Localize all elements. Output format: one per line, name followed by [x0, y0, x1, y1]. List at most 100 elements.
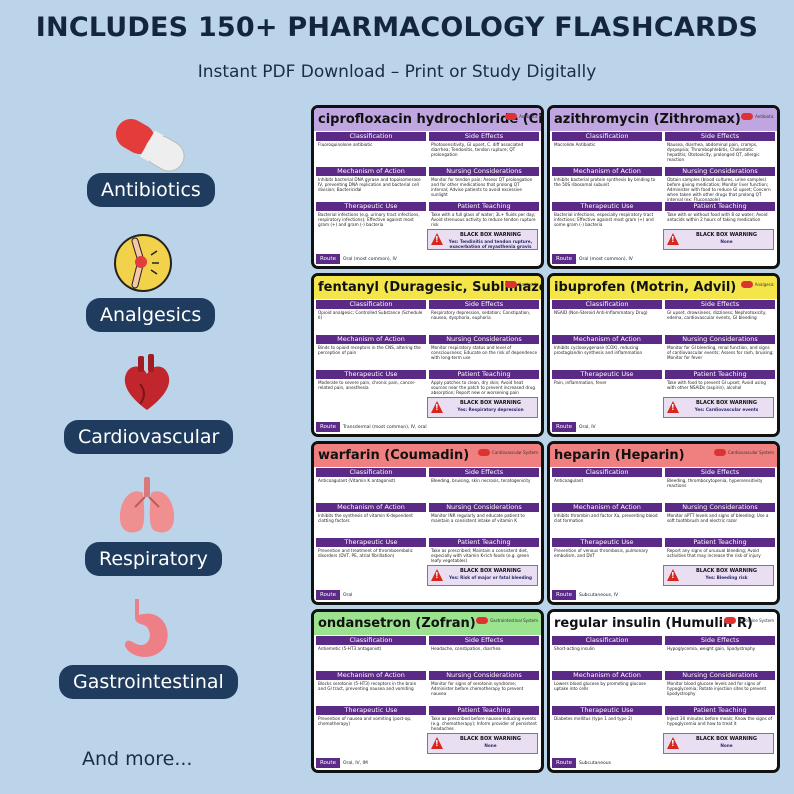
- card-category-tag: Analgesic: [740, 281, 774, 288]
- section-nursing: Nursing Considerations Monitor for GI ble…: [665, 334, 775, 369]
- flashcard[interactable]: ibuprofen (Motrin, Advil) Analgesic Classi…: [547, 273, 780, 437]
- section-text: Inhibits the synthesis of vitamin K-depe…: [318, 513, 413, 523]
- warning-icon: [667, 401, 679, 413]
- route-label: Route: [316, 254, 340, 264]
- section-text: Bleeding, thrombocytopenia, hypersensiti…: [667, 478, 763, 488]
- black-box-value: Yes: Risk of major or fatal bleeding: [449, 575, 532, 580]
- section-classification: Classification NSAID (Non-Steroid Anti-In…: [552, 299, 662, 334]
- section-nursing: Nursing Considerations Obtain samples (bl…: [665, 166, 775, 201]
- section-therapeutic: Therapeutic Use Prevention and treatment …: [316, 537, 426, 572]
- card-category-tag: Antibiotic: [741, 113, 774, 120]
- section-heading: Patient Teaching: [429, 706, 539, 715]
- section-heading: Classification: [316, 132, 426, 141]
- section-text: Bacterial infections (e.g. urinary tract…: [318, 212, 420, 227]
- section-heading: Therapeutic Use: [316, 538, 426, 547]
- category-tag-text: Gastrointestinal System: [490, 618, 538, 623]
- flashcard[interactable]: warfarin (Coumadin) Cardiovascular System…: [311, 441, 544, 605]
- flashcard[interactable]: azithromycin (Zithromax) Antibiotic Classi…: [547, 105, 780, 269]
- section-heading: Nursing Considerations: [665, 167, 775, 176]
- category-tag-icon: [504, 281, 517, 288]
- section-heading: Nursing Considerations: [429, 503, 539, 512]
- route-value: Oral (most common), IV: [342, 256, 397, 262]
- section-nursing: Nursing Considerations Monitor for signs …: [429, 670, 539, 705]
- card-category-tag: Cardiovascular System: [478, 449, 538, 456]
- card-category-tag: Gastrointestinal System: [476, 617, 538, 624]
- route-value: Oral: [342, 592, 353, 598]
- section-text: Monitor respiratory status and level of …: [431, 345, 538, 360]
- card-sections: Classification Opioid analgesic; Controll…: [314, 299, 541, 404]
- black-box-value: None: [720, 743, 733, 748]
- category-tag-text: Endocrine System: [737, 618, 774, 623]
- section-heading: Nursing Considerations: [429, 335, 539, 344]
- section-heading: Patient Teaching: [665, 538, 775, 547]
- section-mechanism: Mechanism of Action Inhibits bacterial DN…: [316, 166, 426, 201]
- section-heading: Side Effects: [429, 636, 539, 645]
- section-nursing: Nursing Considerations Monitor INR regula…: [429, 502, 539, 537]
- route-label: Route: [552, 758, 576, 768]
- category-tag-text: Antibiotic: [519, 114, 538, 119]
- warning-icon: [431, 233, 443, 245]
- card-title-bar: heparin (Heparin) Cardiovascular System: [550, 444, 777, 467]
- section-heading: Therapeutic Use: [552, 538, 662, 547]
- warning-icon: [431, 569, 443, 581]
- flashcard[interactable]: fentanyl (Duragesic, Sublimaze) Analgesic…: [311, 273, 544, 437]
- section-text: Obtain samples (blood cultures, urine sa…: [667, 177, 771, 201]
- section-text: Take with a full glass of water; 3L+ flu…: [431, 212, 536, 227]
- section-therapeutic: Therapeutic Use Moderate to severe pain, …: [316, 369, 426, 404]
- section-classification: Classification Opioid analgesic; Controll…: [316, 299, 426, 334]
- card-drug-name: ciprofloxacin hydrochloride (Cipro): [318, 112, 543, 127]
- black-box-title: BLACK BOX WARNING: [696, 232, 757, 238]
- section-text: Inhibits bacterial DNA gyrase and topois…: [318, 177, 421, 192]
- section-heading: Nursing Considerations: [429, 167, 539, 176]
- flashcard[interactable]: heparin (Heparin) Cardiovascular System Cl…: [547, 441, 780, 605]
- section-classification: Classification Anticoagulant (Vitamin K a…: [316, 467, 426, 502]
- flashcard[interactable]: regular insulin (Humulin R) Endocrine Sys…: [547, 609, 780, 773]
- card-drug-name: azithromycin (Zithromax): [554, 112, 741, 127]
- section-text: Pain, inflammation, fever: [554, 380, 607, 385]
- warning-icon: [667, 569, 679, 581]
- section-heading: Side Effects: [429, 468, 539, 477]
- card-sections: Classification Macrolide Antibiotic Side E…: [550, 131, 777, 236]
- section-text: Anticoagulant: [554, 478, 584, 483]
- section-text: Monitor blood glucose levels and for sig…: [667, 681, 767, 696]
- black-box-value: None: [720, 239, 733, 244]
- section-text: Monitor for GI bleeding, renal function,…: [667, 345, 774, 360]
- section-teaching: Patient Teaching Report any signs of unus…: [665, 537, 775, 572]
- section-heading: Patient Teaching: [665, 370, 775, 379]
- section-mechanism: Mechanism of Action Lowers blood glucose …: [552, 670, 662, 705]
- section-mechanism: Mechanism of Action Blocks serotonin (5-H…: [316, 670, 426, 705]
- section-text: Inhibits thrombin and factor Xa, prevent…: [554, 513, 658, 523]
- card-title-bar: warfarin (Coumadin) Cardiovascular System: [314, 444, 541, 467]
- section-text: Report any signs of unusual bleeding; Av…: [667, 548, 761, 558]
- section-text: Monitor aPTT levels and signs of bleedin…: [667, 513, 769, 523]
- section-heading: Therapeutic Use: [316, 370, 426, 379]
- section-mechanism: Mechanism of Action Inhibits cyclooxygena…: [552, 334, 662, 369]
- section-text: Inject 30 minutes before meals; Know the…: [667, 716, 773, 726]
- category-tag-icon: [741, 113, 754, 120]
- section-heading: Mechanism of Action: [316, 167, 426, 176]
- section-heading: Classification: [316, 300, 426, 309]
- section-side-effects: Side Effects Nausea, diarrhea, abdominal …: [665, 131, 775, 166]
- route-row: Route Subcutaneous, IV: [552, 590, 618, 600]
- section-text: Apply patches to clean, dry skin; Avoid …: [431, 380, 536, 395]
- section-heading: Classification: [552, 132, 662, 141]
- flashcard[interactable]: ondansetron (Zofran) Gastrointestinal Sys…: [311, 609, 544, 773]
- section-text: NSAID (Non-Steroid Anti-Inflammatory Dru…: [554, 310, 648, 315]
- card-title-bar: regular insulin (Humulin R) Endocrine Sys…: [550, 612, 777, 635]
- route-value: Subcutaneous: [578, 760, 611, 766]
- section-text: Bacterial infections, especially respira…: [554, 212, 654, 227]
- section-mechanism: Mechanism of Action Binds to opioid recep…: [316, 334, 426, 369]
- section-heading: Mechanism of Action: [316, 671, 426, 680]
- section-text: Prevention of venous thrombosis, pulmona…: [554, 548, 649, 558]
- black-box-value: Yes: Cardiovascular events: [694, 407, 759, 412]
- flashcard[interactable]: ciprofloxacin hydrochloride (Cipro)Antib…: [311, 105, 544, 269]
- route-label: Route: [552, 254, 576, 264]
- black-box-value: Yes: Tendinitis and tendon rupture, exac…: [448, 239, 533, 249]
- section-text: Fluoroquinolone antibiotic: [318, 142, 373, 147]
- category-label-gastrointestinal: Gastrointestinal: [59, 665, 238, 699]
- route-value: Oral (most common), IV: [578, 256, 633, 262]
